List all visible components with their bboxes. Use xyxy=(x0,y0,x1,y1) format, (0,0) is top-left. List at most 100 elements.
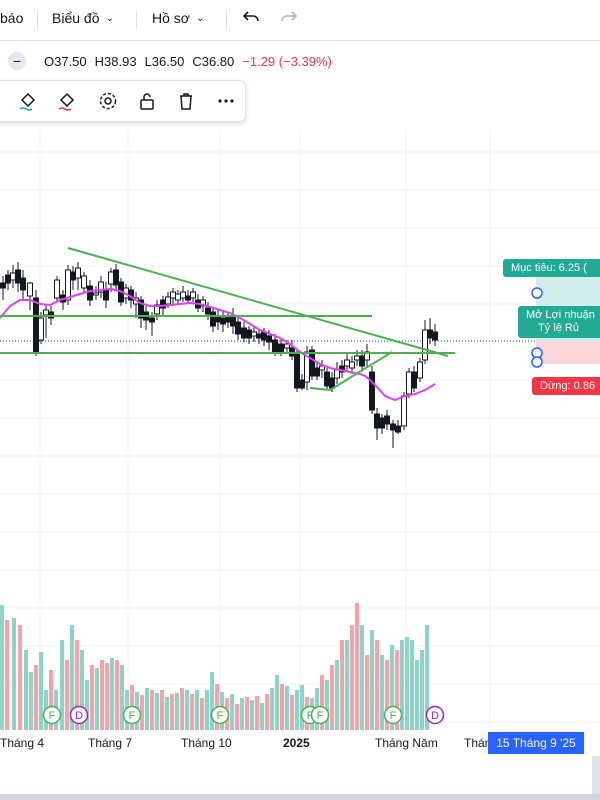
collapse-icon[interactable]: − xyxy=(8,52,26,70)
redo-button[interactable] xyxy=(280,8,298,26)
settings-button[interactable] xyxy=(96,89,120,113)
volume-bar xyxy=(180,688,184,730)
more-icon xyxy=(218,99,234,103)
volume-bar xyxy=(18,625,22,730)
volume-bar xyxy=(335,660,339,730)
alert-button[interactable]: báo xyxy=(0,10,23,26)
volume-bar xyxy=(165,697,169,730)
xaxis-label: Tháng 7 xyxy=(88,736,133,750)
candle-body xyxy=(417,361,423,379)
candle-body xyxy=(65,269,71,301)
delete-button[interactable] xyxy=(174,89,198,113)
volume-bar xyxy=(295,690,299,730)
stop-zone xyxy=(536,342,600,364)
candle-body xyxy=(369,371,375,411)
candle-body xyxy=(190,291,196,299)
profile-menu-label: Hồ sơ xyxy=(152,10,190,26)
candle-body xyxy=(401,395,407,427)
volume-bar xyxy=(140,695,144,730)
chart-grid xyxy=(0,130,600,730)
time-axis[interactable]: Tháng 4 Tháng 7 Tháng 10 2025 Tháng Năm … xyxy=(0,730,600,756)
candle-body xyxy=(0,282,6,289)
divider xyxy=(226,10,227,30)
candle-body xyxy=(334,369,340,379)
candle-body xyxy=(246,329,252,339)
drawing-toolbar xyxy=(0,80,246,122)
close-value: C36.80 xyxy=(192,53,235,69)
open-label-line2: Tỷ lệ Rủ xyxy=(538,322,579,334)
volume-bar xyxy=(345,640,349,730)
volume-bar xyxy=(425,625,429,730)
volume-bar xyxy=(290,695,294,730)
trend-lines[interactable] xyxy=(0,247,455,391)
candle-body xyxy=(5,274,11,284)
volume-bar xyxy=(110,658,114,730)
volume-bar xyxy=(195,690,199,730)
volume-bar xyxy=(70,625,74,730)
undo-icon xyxy=(242,11,259,22)
candle-body xyxy=(54,279,60,299)
candle-body xyxy=(113,269,119,286)
volume-bar xyxy=(115,660,119,730)
candle-body xyxy=(165,296,171,305)
event-label: F xyxy=(129,710,136,722)
candle-body xyxy=(324,371,330,387)
chart-menu-label: Biểu đồ xyxy=(52,10,100,26)
volume-bar xyxy=(320,675,324,730)
fill-color-button[interactable] xyxy=(16,89,40,113)
change-value: −1.29 (−3.39%) xyxy=(242,53,332,69)
event-marker xyxy=(69,705,89,725)
volume-bar xyxy=(350,625,354,730)
candle-body xyxy=(70,271,76,281)
candle-body xyxy=(256,333,262,339)
volume-bar xyxy=(300,685,304,730)
volume-bar xyxy=(12,618,16,730)
volume-bar xyxy=(400,640,404,730)
volume-bar xyxy=(80,650,84,730)
volume-bar xyxy=(185,690,189,730)
volume-bar xyxy=(385,660,389,730)
xaxis-label: 2025 xyxy=(283,736,310,750)
profile-menu-button[interactable]: Hồ sơ ⌄ xyxy=(152,10,204,26)
open-position-label[interactable]: Mở Lợi nhuận Tỷ lệ Rủ xyxy=(518,306,600,338)
undo-button[interactable] xyxy=(242,8,260,26)
lock-button[interactable] xyxy=(135,89,159,113)
xaxis-label: Tháng 4 xyxy=(0,736,45,750)
candle-body xyxy=(230,315,236,327)
volume-bar xyxy=(285,686,289,730)
more-button[interactable] xyxy=(214,89,238,113)
candle-body xyxy=(384,415,390,425)
volume-bar xyxy=(380,655,384,730)
open-value: O37.50 xyxy=(44,53,87,69)
volume-bar xyxy=(90,665,94,730)
candle-body xyxy=(180,291,186,299)
handle xyxy=(531,356,543,368)
volume-bar xyxy=(24,650,28,730)
volume-bar xyxy=(260,703,264,730)
volume-bar xyxy=(330,665,334,730)
moving-average-line xyxy=(0,287,436,402)
target-label[interactable]: Mục tiêu: 6.25 ( xyxy=(503,259,600,277)
candle-body xyxy=(43,309,49,316)
candle-body xyxy=(319,365,325,371)
event-label: F xyxy=(217,710,224,722)
event-marker xyxy=(122,705,142,725)
bottom-panel-edge[interactable] xyxy=(0,794,600,800)
volume-bar xyxy=(325,680,329,730)
volume-bar xyxy=(210,672,214,730)
candle-body xyxy=(81,275,87,289)
stop-label[interactable]: Dừng: 0.86 xyxy=(532,377,600,395)
low-value: L36.50 xyxy=(144,53,185,69)
candle-body xyxy=(185,295,191,301)
event-label: F xyxy=(307,710,314,722)
event-label: F xyxy=(390,710,397,722)
open-label-line1: Mở Lợi nhuận xyxy=(526,309,595,321)
candle-body xyxy=(251,331,257,337)
volume-bar xyxy=(415,660,419,730)
chart-menu-button[interactable]: Biểu đồ ⌄ xyxy=(52,10,114,26)
volume-bar xyxy=(245,697,249,730)
crosshair-date-label: 15 Tháng 9 '25 xyxy=(488,732,584,754)
fill-color-button-2[interactable] xyxy=(55,89,79,113)
